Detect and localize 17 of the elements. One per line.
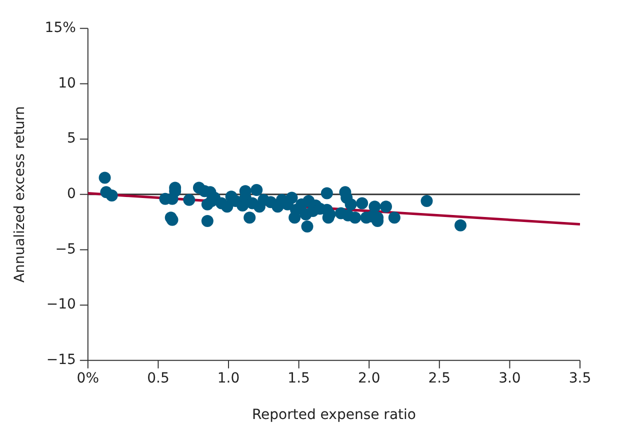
x-tick-label: 0.5 [147,370,170,386]
x-tick-label: 3.5 [568,370,592,386]
y-axis-title: Annualized excess return [12,106,28,283]
y-tick-label: 10 [58,75,76,92]
y-tick-label: 5 [66,130,76,147]
x-tick-label: 2.0 [358,370,380,386]
y-tick-label: −10 [46,296,76,313]
x-axis-title: Reported expense ratio [252,407,416,424]
x-tick-label: 2.5 [428,370,451,386]
y-tick-label: 0 [66,186,76,202]
y-tick-label: −5 [55,241,76,258]
x-tick-label: 1.0 [217,370,240,386]
x-tick-label: 3.0 [498,370,521,386]
y-tick-label: −15 [46,352,76,368]
x-tick-label: 1.5 [288,370,310,386]
x-tick-label: 0% [76,370,100,386]
y-tick-label: 15% [44,20,76,36]
